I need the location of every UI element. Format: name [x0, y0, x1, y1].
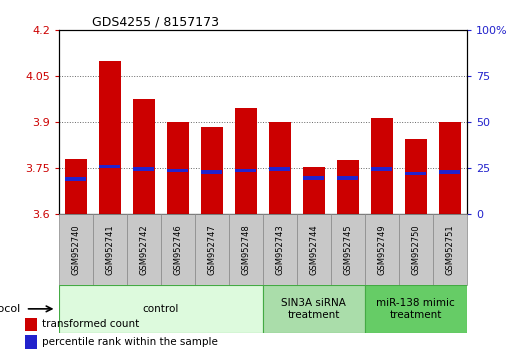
Bar	[229, 214, 263, 285]
Text: GSM952751: GSM952751	[445, 224, 455, 275]
Bar	[167, 169, 188, 172]
Bar	[195, 214, 229, 285]
Bar	[297, 214, 331, 285]
Bar	[25, 318, 37, 331]
Bar	[399, 214, 433, 285]
Text: miR-138 mimic
treatment: miR-138 mimic treatment	[377, 298, 455, 320]
Bar	[235, 108, 257, 214]
Text: GSM952743: GSM952743	[275, 224, 284, 275]
Bar	[269, 167, 290, 171]
Bar	[59, 214, 93, 285]
Bar	[433, 214, 467, 285]
Bar	[100, 165, 121, 169]
Bar	[59, 285, 263, 333]
Bar	[405, 139, 427, 214]
Text: GSM952741: GSM952741	[106, 224, 114, 275]
Bar	[365, 214, 399, 285]
Bar	[263, 285, 365, 333]
Bar	[65, 159, 87, 214]
Bar	[365, 285, 467, 333]
Text: control: control	[143, 304, 179, 314]
Text: GSM952750: GSM952750	[411, 224, 420, 275]
Bar	[167, 122, 189, 214]
Bar	[303, 167, 325, 214]
Bar	[201, 127, 223, 214]
Bar	[269, 122, 291, 214]
Bar	[133, 99, 155, 214]
Bar	[66, 177, 87, 181]
Bar	[263, 214, 297, 285]
Bar	[405, 172, 426, 175]
Bar	[202, 170, 223, 174]
Bar	[133, 167, 154, 171]
Bar	[338, 176, 359, 180]
Bar	[99, 61, 121, 214]
Bar	[371, 118, 393, 214]
Text: percentile rank within the sample: percentile rank within the sample	[42, 337, 218, 347]
Text: GSM952749: GSM952749	[378, 224, 386, 275]
Text: GSM952746: GSM952746	[173, 224, 183, 275]
Text: SIN3A siRNA
treatment: SIN3A siRNA treatment	[282, 298, 346, 320]
Text: GSM952748: GSM952748	[242, 224, 250, 275]
Text: GSM952740: GSM952740	[71, 224, 81, 275]
Bar	[93, 214, 127, 285]
Text: GSM952747: GSM952747	[207, 224, 216, 275]
Bar	[331, 214, 365, 285]
Text: GSM952745: GSM952745	[343, 224, 352, 275]
Text: GSM952744: GSM952744	[309, 224, 319, 275]
Bar	[439, 122, 461, 214]
Text: GSM952742: GSM952742	[140, 224, 148, 275]
Text: protocol: protocol	[0, 304, 21, 314]
Bar	[371, 167, 392, 171]
Bar	[161, 214, 195, 285]
Bar	[235, 169, 256, 172]
Bar	[439, 170, 460, 174]
Bar	[303, 176, 324, 180]
Bar	[337, 160, 359, 214]
Text: GDS4255 / 8157173: GDS4255 / 8157173	[92, 16, 219, 29]
Text: transformed count: transformed count	[42, 319, 139, 329]
Bar	[25, 335, 37, 349]
Bar	[127, 214, 161, 285]
